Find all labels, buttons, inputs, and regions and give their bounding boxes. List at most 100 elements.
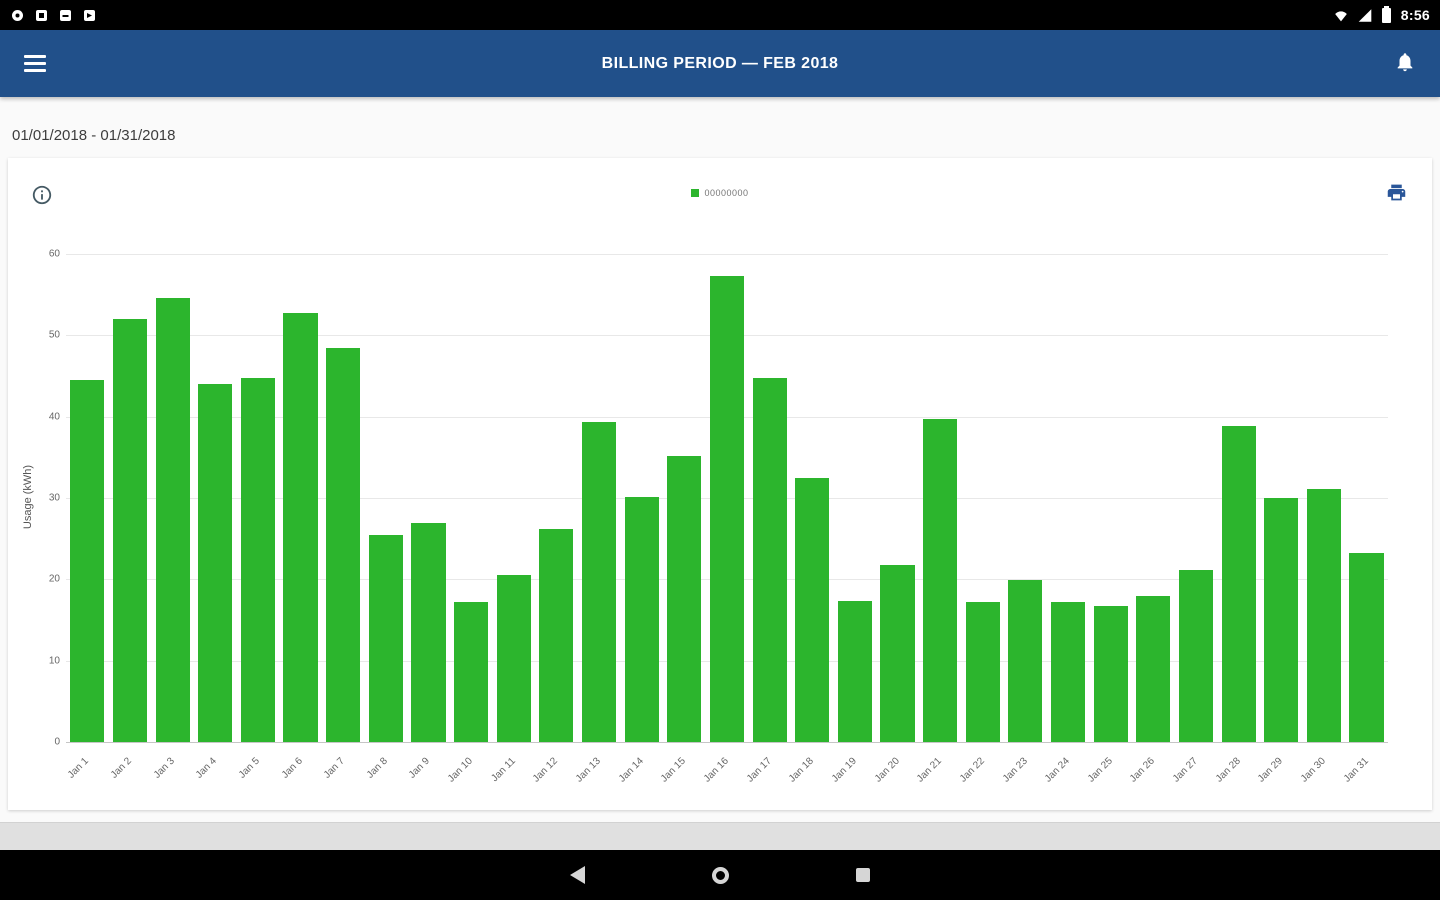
bar-jan-18[interactable] — [795, 478, 830, 742]
bar-slot — [1345, 254, 1388, 742]
notifications-button[interactable] — [1382, 41, 1428, 87]
x-tick-label: Jan 20 — [872, 755, 902, 785]
bar-slot — [1217, 254, 1260, 742]
y-tick-label: 40 — [48, 411, 60, 423]
bar-jan-31[interactable] — [1349, 552, 1384, 742]
bar-jan-5[interactable] — [240, 377, 275, 742]
cell-signal-icon — [1358, 8, 1372, 22]
bar-slot — [1132, 254, 1175, 742]
legend-swatch — [691, 189, 700, 197]
bar-slot — [961, 254, 1004, 742]
notification-app-icon — [34, 8, 48, 22]
x-tick-label: Jan 2 — [108, 755, 134, 781]
bar-slot — [450, 254, 493, 742]
x-tick-label: Jan 6 — [279, 755, 305, 781]
bar-jan-10[interactable] — [454, 602, 489, 742]
x-tick-label: Jan 24 — [1043, 755, 1073, 785]
bar-jan-7[interactable] — [326, 348, 361, 742]
bar-slot — [109, 254, 152, 742]
plot-area: 0 10 20 30 40 50 60 — [49, 249, 1388, 748]
bar-jan-30[interactable] — [1306, 489, 1341, 742]
bar-jan-28[interactable] — [1221, 426, 1256, 742]
info-button[interactable] — [24, 178, 60, 214]
bar-slot — [834, 254, 877, 742]
bar-jan-6[interactable] — [283, 312, 318, 742]
bar-slot — [364, 254, 407, 742]
bar-slot — [919, 254, 962, 742]
bar-slot — [237, 254, 280, 742]
bar-jan-20[interactable] — [880, 564, 915, 742]
back-icon — [569, 866, 585, 884]
bar-jan-27[interactable] — [1178, 569, 1214, 742]
home-button[interactable] — [696, 851, 744, 899]
app-bar: BILLING PERIOD — FEB 2018 — [0, 30, 1440, 97]
bar-jan-14[interactable] — [624, 497, 659, 742]
x-tick-label: Jan 17 — [744, 755, 774, 785]
x-tick-label: Jan 29 — [1256, 755, 1286, 785]
bar-jan-26[interactable] — [1136, 595, 1171, 742]
y-tick-label: 0 — [54, 736, 60, 748]
x-tick-label: Jan 21 — [915, 755, 945, 785]
page-title: BILLING PERIOD — FEB 2018 — [601, 54, 839, 72]
bar-jan-29[interactable] — [1264, 498, 1299, 742]
x-tick-label: Jan 8 — [364, 755, 390, 781]
bar-slot — [1260, 254, 1303, 742]
bar-slot — [876, 254, 919, 742]
x-tick-label: Jan 11 — [489, 755, 518, 785]
android-nav-bar — [0, 850, 1440, 900]
y-tick-label: 30 — [48, 492, 60, 504]
bar-jan-22[interactable] — [965, 602, 1000, 742]
print-button[interactable] — [1376, 174, 1416, 214]
x-tick-label: Jan 26 — [1128, 755, 1158, 785]
bar-jan-11[interactable] — [496, 575, 531, 742]
bar-jan-12[interactable] — [539, 528, 574, 742]
bar-slot — [279, 254, 322, 742]
bar-slot — [535, 254, 578, 742]
recents-icon — [856, 868, 870, 882]
menu-button[interactable] — [12, 41, 58, 87]
bar-jan-17[interactable] — [752, 377, 787, 742]
bar-slot — [620, 254, 663, 742]
gridline — [66, 742, 1388, 743]
gridline — [66, 254, 1388, 255]
bar-jan-4[interactable] — [198, 384, 233, 742]
status-bar-notification-icons — [10, 8, 96, 22]
status-bar-system-icons: 8:56 — [1334, 6, 1430, 23]
bar-jan-16[interactable] — [709, 275, 744, 742]
bars — [66, 254, 1388, 742]
bar-jan-25[interactable] — [1093, 606, 1128, 742]
bar-jan-2[interactable] — [112, 319, 148, 742]
x-tick-label: Jan 30 — [1298, 755, 1328, 785]
bar-jan-15[interactable] — [667, 455, 702, 742]
x-tick-label: Jan 3 — [151, 755, 177, 781]
x-tick-label: Jan 16 — [701, 755, 731, 785]
bar-jan-24[interactable] — [1051, 602, 1086, 742]
legend-label: 00000000 — [704, 188, 749, 198]
bar-jan-9[interactable] — [411, 523, 446, 742]
bar-jan-21[interactable] — [923, 419, 958, 742]
bar-slot — [1004, 254, 1047, 742]
bar-jan-1[interactable] — [70, 380, 105, 742]
home-icon — [711, 866, 729, 884]
x-tick-label: Jan 27 — [1170, 755, 1200, 785]
status-bar: 8:56 — [0, 0, 1440, 30]
recents-button[interactable] — [839, 851, 887, 899]
bar-jan-8[interactable] — [368, 534, 403, 742]
x-tick-label: Jan 4 — [194, 755, 220, 781]
bar-slot — [322, 254, 365, 742]
x-tick-label: Jan 1 — [66, 755, 92, 781]
bar-jan-19[interactable] — [837, 601, 872, 742]
chart-legend: 00000000 — [8, 188, 1432, 198]
x-tick-label: Jan 5 — [236, 755, 262, 781]
bar-jan-23[interactable] — [1008, 580, 1043, 742]
x-tick-label: Jan 19 — [829, 755, 859, 785]
bar-jan-3[interactable] — [155, 297, 190, 742]
x-tick-label: Jan 12 — [531, 755, 561, 785]
bar-jan-13[interactable] — [581, 421, 617, 742]
status-bar-clock: 8:56 — [1400, 7, 1430, 23]
x-tick-label: Jan 14 — [616, 755, 646, 785]
x-tick-label: Jan 7 — [321, 755, 348, 781]
bar-slot — [578, 254, 621, 742]
x-tick-label: Jan 25 — [1085, 755, 1115, 785]
back-button[interactable] — [553, 851, 601, 899]
